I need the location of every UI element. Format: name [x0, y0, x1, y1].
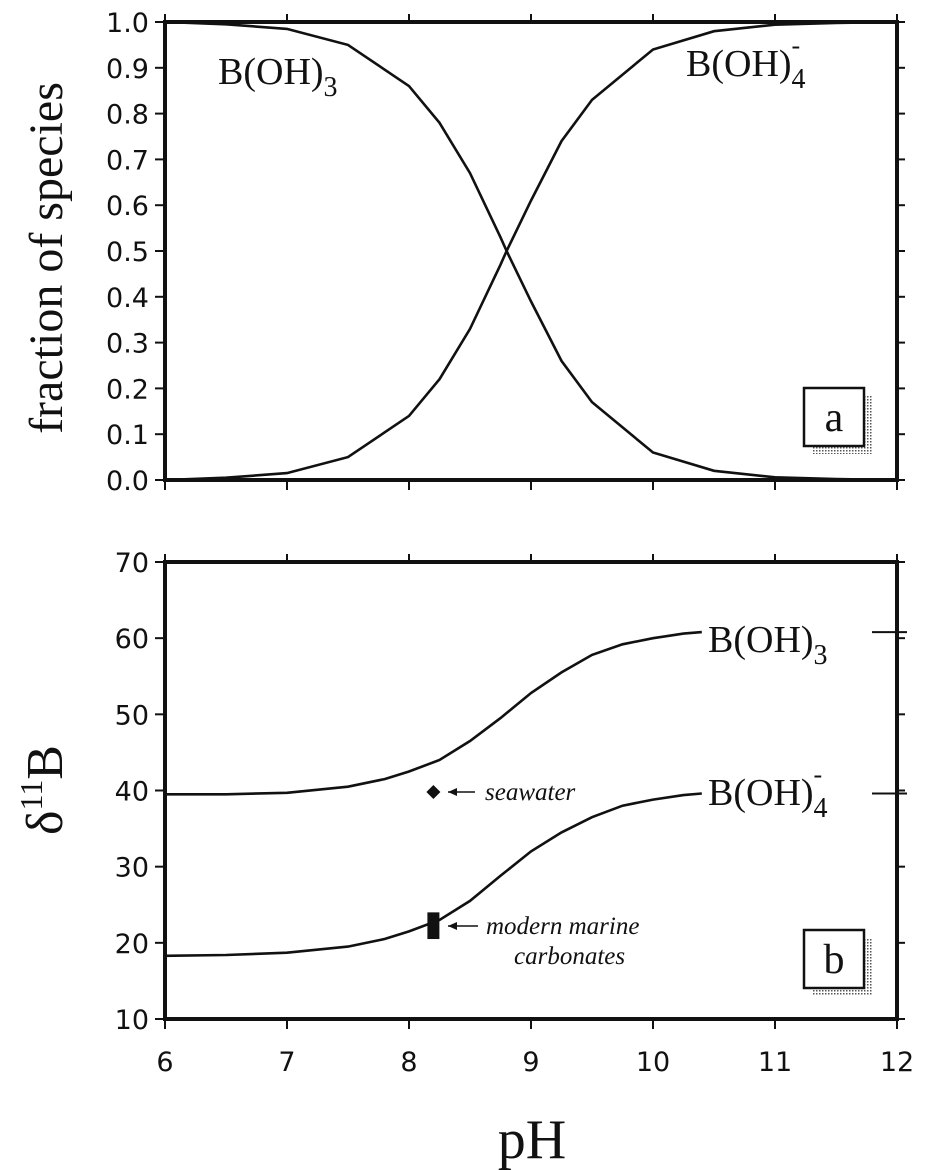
- panel-b-series-boh4-line: [164, 792, 702, 958]
- panel-b-label-boh4: B(OH)4-: [708, 760, 828, 824]
- panel-a-y-tick-label: 0.8: [106, 100, 149, 131]
- panel-a-y-tick-label: 1.0: [106, 8, 149, 39]
- panel-a-y-tick-label: 0.1: [106, 420, 149, 451]
- panel-a-label-boh3: B(OH)3: [218, 51, 338, 103]
- carbonates-annotation: modern marine carbonates: [448, 913, 639, 970]
- panel-a-y-tick-label: 0.3: [106, 329, 149, 360]
- panel-b-x-tick-label: 10: [636, 1047, 670, 1078]
- panel-a-y-tick-label: 0.4: [106, 283, 149, 314]
- panel-b-y-tick-label: 60: [115, 624, 149, 655]
- panel-a-tag: a: [802, 386, 872, 454]
- panel-a-y-tick-label: 0.5: [106, 237, 149, 268]
- panel-b-x-tick-label: 11: [758, 1047, 792, 1078]
- panel-a-series-boh4-line: [164, 20, 898, 482]
- panel-b-series-boh3-line: [165, 630, 702, 796]
- svg-text:modern marine: modern marine: [486, 913, 639, 940]
- panel-b-y-tick-label: 10: [115, 1005, 149, 1036]
- panel-b-y-tick-label: 20: [115, 929, 149, 960]
- panel-b-y-tick-label: 70: [115, 548, 149, 579]
- x-axis-title: pH: [498, 1109, 566, 1170]
- panel-b-y-axis-title: δ11B: [13, 745, 74, 835]
- panel-a-y-tick-label: 0.6: [106, 191, 149, 222]
- svg-text:a: a: [825, 395, 844, 441]
- panel-b: 10 20 30 40 50 60 70 6 7 8 9 10 11 12 δ11B pH B(OH)3…: [13, 548, 914, 1170]
- carbonates-marker: [427, 912, 440, 940]
- panel-b-y-tick-label: 40: [115, 777, 149, 808]
- panel-a-y-tick-label: 0.2: [106, 374, 149, 405]
- seawater-annotation: seawater: [448, 779, 576, 806]
- panel-b-tag: b: [802, 928, 872, 996]
- panel-a-y-axis-title: fraction of species: [20, 82, 73, 434]
- panel-a-label-boh4: B(OH)4-: [686, 31, 806, 95]
- panel-b-label-boh3: B(OH)3: [708, 619, 828, 671]
- panel-b-x-tick-label: 12: [880, 1047, 914, 1078]
- svg-text:b: b: [824, 937, 845, 983]
- panel-b-y-tick-label: 30: [115, 853, 149, 884]
- svg-text:seawater: seawater: [485, 779, 576, 806]
- panel-b-y-tick-label: 50: [115, 700, 149, 731]
- panel-a-y-tick-label: 0.9: [106, 54, 149, 85]
- panel-b-x-tick-label: 9: [522, 1047, 539, 1078]
- svg-text:carbonates: carbonates: [514, 943, 625, 970]
- panel-a: 0.0 0.1 0.2 0.3 0.4 0.5 0.6 0.7 0.8 0.9 1.0 fracti…: [20, 8, 905, 497]
- panel-b-x-tick-label: 8: [400, 1047, 417, 1078]
- panel-a-y-tick-label: 0.7: [106, 145, 149, 176]
- panel-a-y-tick-label: 0.0: [106, 466, 149, 497]
- panel-b-x-tick-label: 7: [278, 1047, 295, 1078]
- panel-b-x-tick-label: 6: [156, 1047, 173, 1078]
- seawater-marker: [426, 785, 441, 800]
